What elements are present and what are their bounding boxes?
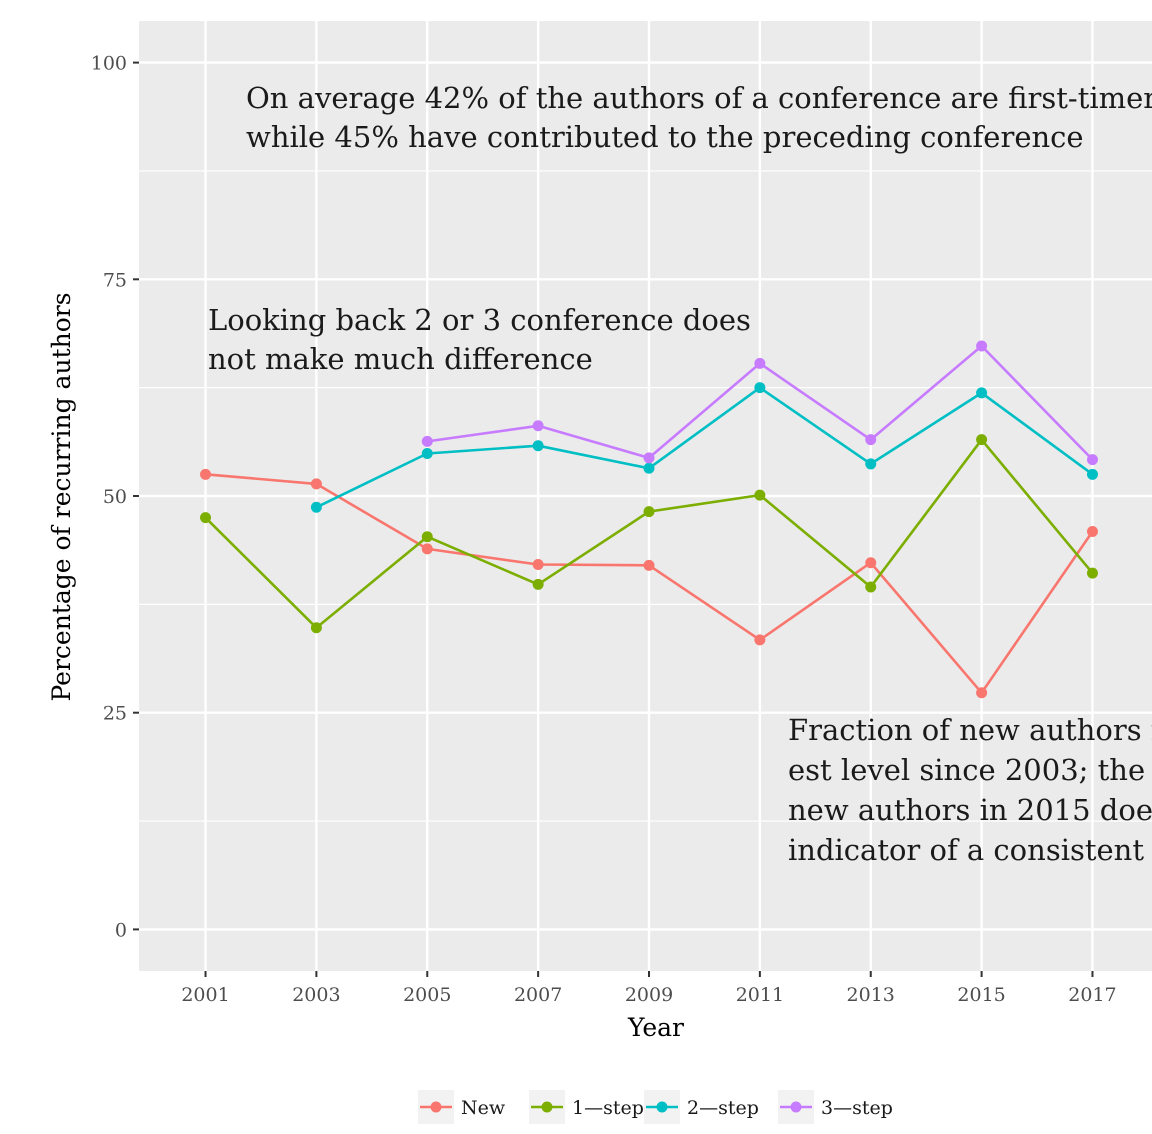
series-line-2 xyxy=(315,386,1094,509)
series-point-2 xyxy=(1086,468,1098,480)
series-point-0 xyxy=(643,559,655,571)
legend-key-point xyxy=(656,1101,668,1113)
annotation-lookback-line-2: not make much difference xyxy=(208,342,593,376)
series-point-0 xyxy=(200,468,212,480)
series-point-3 xyxy=(976,340,988,352)
legend-label: 3—step xyxy=(821,1097,893,1119)
series-point-0 xyxy=(865,557,877,569)
y-tick-label: 75 xyxy=(103,269,127,291)
annotation-new-authors-line-4: indicator of a consistent tre xyxy=(788,833,1152,867)
series-point-1 xyxy=(976,434,988,446)
series-point-2 xyxy=(421,448,433,460)
series-point-1 xyxy=(1086,567,1098,579)
series-point-1 xyxy=(643,506,655,518)
annotation-lookback: Looking back 2 or 3 conference does not … xyxy=(208,303,760,376)
legend-label: New xyxy=(461,1097,506,1119)
series-point-1 xyxy=(310,622,322,634)
series-point-1 xyxy=(532,578,544,590)
series-point-3 xyxy=(1086,454,1098,466)
series-point-1 xyxy=(754,489,766,501)
y-tick-label: 50 xyxy=(103,486,127,508)
series-point-3 xyxy=(754,357,766,369)
series-point-0 xyxy=(976,687,988,699)
y-tick-label: 100 xyxy=(91,53,127,75)
series-point-0 xyxy=(532,558,544,570)
series-point-0 xyxy=(421,543,433,555)
series-point-2 xyxy=(532,440,544,452)
series-point-2 xyxy=(865,458,877,470)
x-tick-label: 2005 xyxy=(403,984,451,1006)
annotation-average-line-1: On average 42% of the authors of a confe… xyxy=(246,81,1152,115)
series-point-0 xyxy=(1086,526,1098,538)
x-tick-label: 2011 xyxy=(736,984,784,1006)
x-tick-label: 2007 xyxy=(514,984,562,1006)
series-point-2 xyxy=(310,501,322,513)
annotation-average: On average 42% of the authors of a confe… xyxy=(246,81,1152,154)
series-point-3 xyxy=(421,435,433,447)
legend-label: 2—step xyxy=(687,1097,759,1119)
legend-key-point xyxy=(541,1101,553,1113)
y-tick-label: 0 xyxy=(115,919,127,941)
x-tick-label: 2009 xyxy=(625,984,673,1006)
series-point-2 xyxy=(643,462,655,474)
series-point-3 xyxy=(865,434,877,446)
axes: 0 25 50 75 100 2001 2003 2005 2007 2009 2011 2013 20… xyxy=(91,53,1117,1006)
annotation-average-line-2: while 45% have contributed to the preced… xyxy=(246,120,1084,154)
series-point-0 xyxy=(754,634,766,646)
x-axis-title: Year xyxy=(627,1013,684,1042)
series-point-3 xyxy=(532,420,544,432)
series-point-2 xyxy=(976,387,988,399)
x-tick-label: 2003 xyxy=(292,984,340,1006)
legend-label: 1—step xyxy=(572,1097,644,1119)
series-point-3 xyxy=(643,452,655,464)
series-point-2 xyxy=(754,382,766,394)
series-point-0 xyxy=(310,478,322,490)
series-point-1 xyxy=(421,531,433,543)
x-tick-label: 2015 xyxy=(957,984,1005,1006)
series-point-1 xyxy=(200,512,212,524)
series-points xyxy=(200,340,1098,699)
legend-key-point xyxy=(790,1101,802,1113)
legend: New 1—step 2—step 3—step xyxy=(418,1090,893,1124)
legend-key-point xyxy=(430,1101,442,1113)
x-tick-label: 2017 xyxy=(1068,984,1116,1006)
annotation-new-authors: Fraction of new authors rea est level si… xyxy=(788,713,1152,867)
annotation-new-authors-line-3: new authors in 2015 does no xyxy=(788,793,1152,827)
y-axis-title: Percentage of recurring authors xyxy=(47,292,76,701)
y-tick-label: 25 xyxy=(103,703,127,725)
x-tick-label: 2013 xyxy=(847,984,895,1006)
annotation-lookback-line-1: Looking back 2 or 3 conference does xyxy=(208,303,751,337)
annotation-new-authors-line-1: Fraction of new authors rea xyxy=(788,713,1152,747)
series-point-1 xyxy=(865,581,877,593)
annotation-new-authors-line-2: est level since 2003; the all-t xyxy=(788,753,1152,787)
x-tick-label: 2001 xyxy=(181,984,229,1006)
